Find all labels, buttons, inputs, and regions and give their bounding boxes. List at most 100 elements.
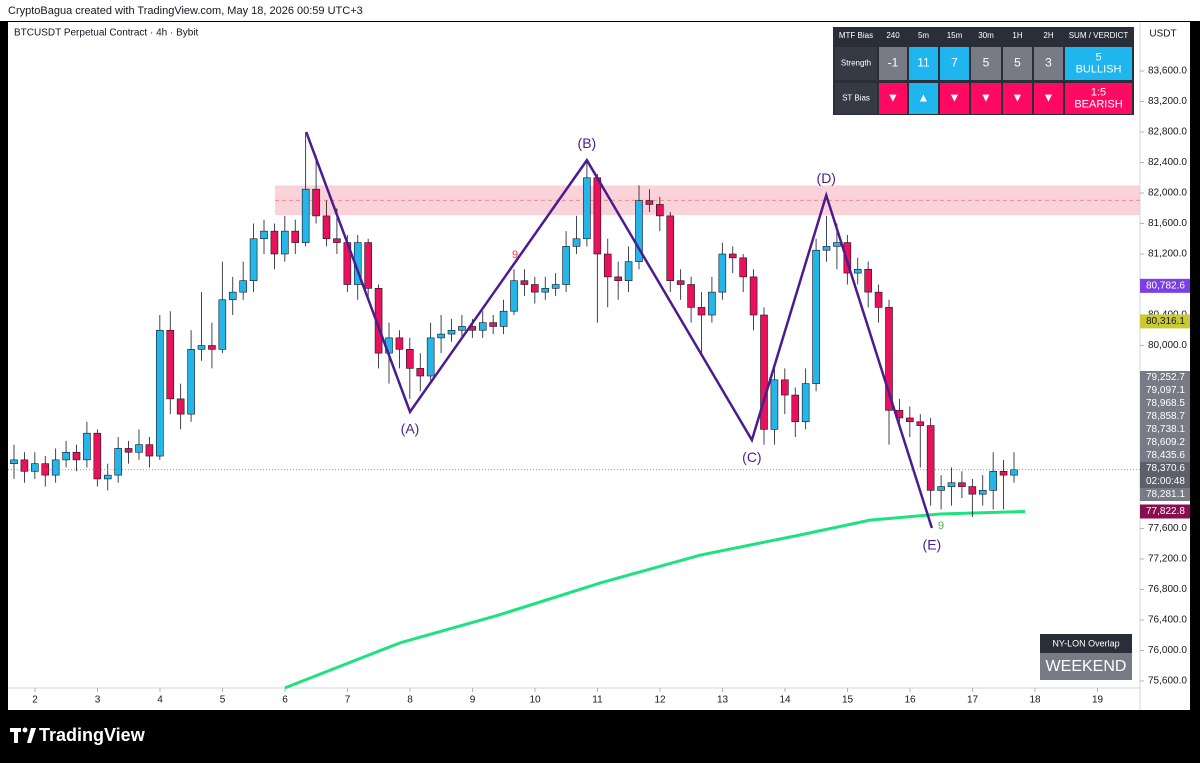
candle-body <box>781 379 789 396</box>
stack-tag-label: 78,968.5 <box>1146 398 1185 409</box>
logo-part <box>14 728 18 743</box>
candle-body <box>603 253 612 278</box>
x-tick-label: 7 <box>345 695 351 706</box>
x-tick-label: 10 <box>529 695 541 706</box>
x-tick-label: 3 <box>95 695 101 706</box>
table-cell-text: -1 <box>888 56 899 70</box>
candle-body <box>718 253 727 293</box>
candle-body <box>197 345 206 350</box>
x-tick-label: 4 <box>157 695 163 706</box>
logo-part <box>27 728 36 743</box>
candle-body <box>770 379 779 430</box>
candle-body <box>437 333 445 339</box>
table-cell <box>909 83 938 114</box>
session-title: NY-LON Overlap <box>1052 638 1119 648</box>
candle-body <box>760 314 768 430</box>
x-tick-label: 11 <box>592 695 603 706</box>
candle-body <box>885 307 893 411</box>
table-cell-text: 5 <box>1095 51 1101 63</box>
candle-body <box>166 329 175 400</box>
candle-body <box>572 238 581 247</box>
candle-body <box>541 288 550 293</box>
candle-body <box>989 471 997 491</box>
stack-tag-label: 78,609.2 <box>1146 437 1185 448</box>
stack-tag-label: 79,252.7 <box>1146 372 1185 383</box>
table-header: 30m <box>978 31 994 40</box>
candle-body <box>853 268 862 274</box>
candle-body <box>708 291 716 316</box>
y-tick-label: 76,400.0 <box>1148 615 1187 626</box>
y-tick-label: 81,200.0 <box>1148 249 1187 260</box>
candle-body <box>478 322 487 331</box>
table-cell <box>909 47 938 80</box>
candle-body <box>83 432 91 461</box>
candle-body <box>145 444 154 457</box>
table-header-cell <box>1065 28 1132 44</box>
table-cell <box>879 83 907 114</box>
y-tick-label: 77,600.0 <box>1148 523 1187 534</box>
table-header: SUM / VERDICT <box>1069 31 1129 40</box>
candle-body <box>822 246 831 251</box>
moving-average <box>284 510 1026 690</box>
candle-body <box>281 230 289 255</box>
candle-body <box>551 284 560 289</box>
candle-body <box>312 188 320 217</box>
candle-body <box>583 177 591 240</box>
candle-body <box>270 230 279 255</box>
candle-body <box>103 474 112 480</box>
y-tick-label: 83,600.0 <box>1148 66 1187 77</box>
candle-body <box>906 417 914 423</box>
candle-body <box>1010 469 1018 476</box>
candle-body <box>864 268 872 293</box>
candle-body <box>489 322 497 327</box>
table-cell <box>940 83 969 114</box>
currency: USDT <box>1149 29 1176 40</box>
header-bar <box>0 0 1200 21</box>
candle-body <box>645 200 654 205</box>
stack-tag-label: 78,435.6 <box>1146 450 1185 461</box>
candle-body <box>687 284 695 308</box>
candle-body <box>697 307 706 316</box>
table-cell-text: BEARISH <box>1074 98 1122 110</box>
stack-tag <box>1140 397 1190 410</box>
candle-body <box>426 337 435 377</box>
price-tag-label: 77,822.8 <box>1146 506 1185 517</box>
candle-body <box>520 280 529 285</box>
header-text: CryptoBagua created with TradingView.com… <box>8 5 363 17</box>
price-tag <box>1140 278 1190 293</box>
candle-body <box>874 291 883 308</box>
table-cell <box>879 47 907 80</box>
x-tick-label: 17 <box>967 695 979 706</box>
wave-label: (E) <box>923 537 942 553</box>
candle-body <box>937 486 945 491</box>
table-header: 2H <box>1043 31 1053 40</box>
candle-body <box>416 368 425 377</box>
table-header-cell <box>940 28 969 44</box>
table-header-cell <box>1034 28 1063 44</box>
candle-body <box>968 486 977 495</box>
candle-body <box>958 482 966 487</box>
table-cell-text: ▼ <box>1012 91 1024 105</box>
table-header-cell <box>835 28 877 44</box>
table-cell <box>1065 83 1132 114</box>
candle-body <box>791 394 800 423</box>
candle-body <box>62 451 70 461</box>
candle-body <box>176 398 185 415</box>
candle-body <box>614 276 622 281</box>
candle-body <box>676 280 685 285</box>
x-tick-label: 5 <box>220 695 226 706</box>
candle-body <box>31 463 39 472</box>
x-tick-label: 12 <box>654 695 666 706</box>
table-cell-text: ▼ <box>949 91 961 105</box>
y-tick-label: 82,400.0 <box>1148 157 1187 168</box>
table-cell-text: 5 <box>983 56 990 70</box>
session-title-bg <box>1040 634 1132 653</box>
table-cell-text: ▼ <box>887 91 899 105</box>
table-cell <box>1003 47 1032 80</box>
table-header: MTF Bias <box>839 31 873 40</box>
candle-body <box>916 421 925 426</box>
x-tick-label: 18 <box>1029 695 1041 706</box>
stack-tag-label: 78,858.7 <box>1146 411 1185 422</box>
